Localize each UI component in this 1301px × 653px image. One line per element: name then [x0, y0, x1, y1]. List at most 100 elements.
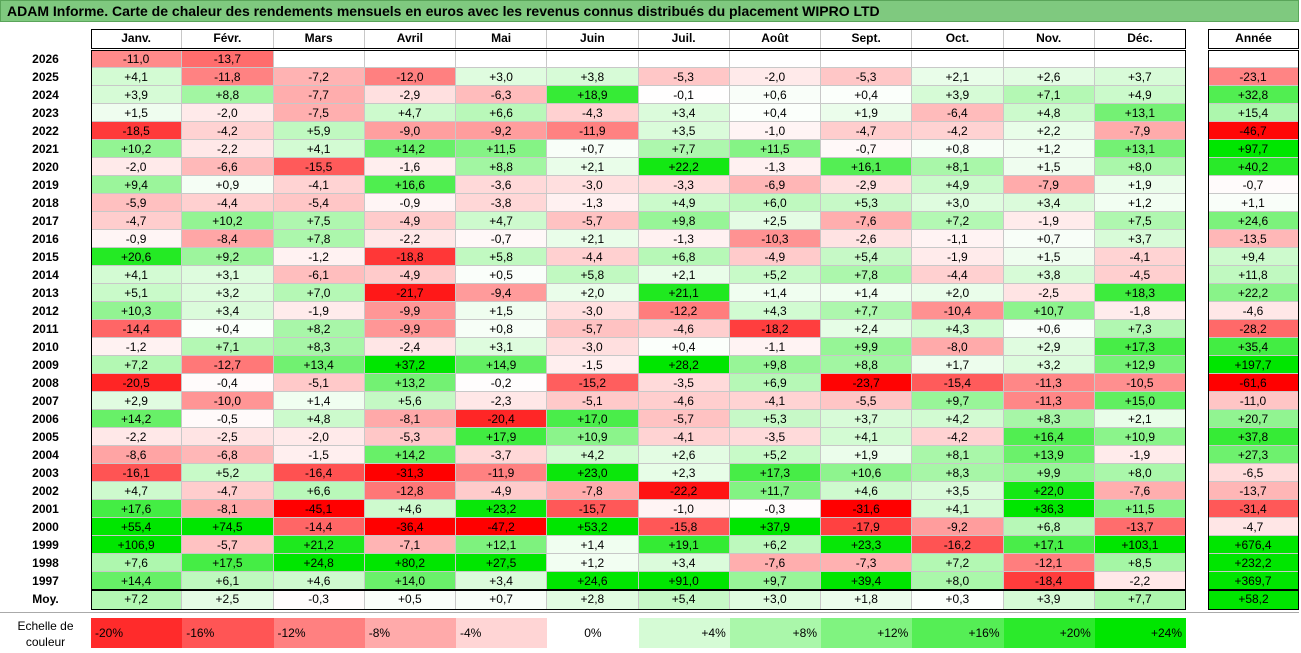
- heatmap-cell: +8,8: [821, 356, 913, 374]
- heatmap-cell: +4,7: [364, 104, 456, 122]
- heatmap-cell: -1,0: [638, 500, 730, 518]
- heatmap-cell: -4,6: [638, 320, 730, 338]
- heatmap-cell: +8,3: [273, 338, 365, 356]
- year-total-cell: [1208, 50, 1299, 68]
- heatmap-cell: +0,4: [638, 338, 730, 356]
- heatmap-cell: +8,1: [912, 158, 1004, 176]
- heatmap-cell: -31,3: [364, 464, 456, 482]
- month-header: Janv.: [91, 29, 183, 49]
- heatmap-cell: +12,9: [1094, 356, 1186, 374]
- color-scale-swatch: 0%: [547, 618, 639, 648]
- heatmap-cell: +8,0: [1094, 464, 1186, 482]
- heatmap-cell: -3,5: [638, 374, 730, 392]
- heatmap-cell: +2,1: [638, 266, 730, 284]
- heatmap-cell: -0,5: [182, 410, 274, 428]
- year-total-cell: +27,3: [1208, 446, 1299, 464]
- heatmap-cell: +24,6: [547, 572, 639, 590]
- color-scale-label-line1: Echelle de: [17, 619, 74, 633]
- heatmap-cell: -4,9: [729, 248, 821, 266]
- heatmap-cell: -6,1: [273, 266, 365, 284]
- year-label: 2025: [0, 68, 91, 86]
- heatmap-cell: -23,7: [821, 374, 913, 392]
- heatmap-cell: -1,3: [638, 230, 730, 248]
- heatmap-cell: +10,3: [91, 302, 183, 320]
- heatmap-cell: -2,0: [91, 158, 183, 176]
- year-label: 2011: [0, 320, 91, 338]
- average-cell: +7,2: [91, 590, 183, 610]
- color-scale-label-line2: couleur: [25, 635, 66, 649]
- year-total-cell: +1,1: [1208, 194, 1299, 212]
- heatmap-cell: +7,5: [1094, 212, 1186, 230]
- heatmap-cell: -7,6: [821, 212, 913, 230]
- month-header: Nov.: [1003, 29, 1095, 49]
- year-label: 2017: [0, 212, 91, 230]
- heatmap-cell: -9,4: [456, 284, 548, 302]
- heatmap-cell: +28,2: [638, 356, 730, 374]
- heatmap-cell: -4,4: [912, 266, 1004, 284]
- heatmap-cell: -2,9: [364, 86, 456, 104]
- heatmap-cell: -5,7: [547, 212, 639, 230]
- heatmap-cell: -1,6: [364, 158, 456, 176]
- heatmap-cell: -0,1: [638, 86, 730, 104]
- heatmap-cell: +11,7: [729, 482, 821, 500]
- year-total-cell: -61,6: [1208, 374, 1299, 392]
- heatmap-cell: +13,9: [1003, 446, 1095, 464]
- heatmap-cell: +3,5: [912, 482, 1004, 500]
- heatmap-cell: -1,5: [547, 356, 639, 374]
- heatmap-cell: +1,5: [1003, 248, 1095, 266]
- average-cell: +3,0: [729, 590, 821, 610]
- year-total-cell: -11,0: [1208, 392, 1299, 410]
- heatmap-cell: +3,0: [456, 68, 548, 86]
- heatmap-cell: +3,4: [638, 554, 730, 572]
- heatmap-cell: +17,3: [729, 464, 821, 482]
- heatmap-cell: -12,8: [364, 482, 456, 500]
- heatmap-cell: -4,1: [729, 392, 821, 410]
- heatmap-cell: +0,6: [1003, 320, 1095, 338]
- heatmap-cell: +8,3: [912, 464, 1004, 482]
- heatmap-cell: -2,0: [729, 68, 821, 86]
- heatmap-cell: +11,5: [1094, 500, 1186, 518]
- year-total-header: Année: [1208, 29, 1299, 49]
- heatmap-cell: +7,5: [273, 212, 365, 230]
- month-header: Mai: [456, 29, 548, 49]
- heatmap-cell: +6,0: [729, 194, 821, 212]
- heatmap-cell: +12,1: [456, 536, 548, 554]
- heatmap-cell: -5,7: [547, 320, 639, 338]
- heatmap-cell: +8,3: [1003, 410, 1095, 428]
- year-label: 2015: [0, 248, 91, 266]
- heatmap-cell: +4,2: [547, 446, 639, 464]
- heatmap-cell: +7,8: [821, 266, 913, 284]
- year-total-cell: -13,7: [1208, 482, 1299, 500]
- heatmap-cell: +6,1: [182, 572, 274, 590]
- heatmap-cell: +3,1: [456, 338, 548, 356]
- heatmap-cell: +16,6: [364, 176, 456, 194]
- heatmap-cell: +39,4: [821, 572, 913, 590]
- heatmap-cell: +7,2: [912, 212, 1004, 230]
- heatmap-cell: +1,5: [1003, 158, 1095, 176]
- heatmap-cell: -13,7: [1094, 518, 1186, 536]
- heatmap-cell: -2,9: [821, 176, 913, 194]
- heatmap-cell: -2,5: [1003, 284, 1095, 302]
- heatmap-cell: +24,8: [273, 554, 365, 572]
- year-total-cell: +9,4: [1208, 248, 1299, 266]
- color-scale-swatch: -12%: [273, 618, 365, 648]
- heatmap-cell: -0,7: [456, 230, 548, 248]
- heatmap-cell: +4,6: [364, 500, 456, 518]
- heatmap-cell: -9,2: [456, 122, 548, 140]
- year-total-cell: -23,1: [1208, 68, 1299, 86]
- heatmap-cell: +3,2: [182, 284, 274, 302]
- heatmap-cell: [273, 50, 365, 68]
- heatmap-cell: +27,5: [456, 554, 548, 572]
- heatmap-cell: -4,4: [547, 248, 639, 266]
- year-total-cell: -31,4: [1208, 500, 1299, 518]
- year-label: 2021: [0, 140, 91, 158]
- year-total-cell: -6,5: [1208, 464, 1299, 482]
- heatmap-cell: -8,1: [182, 500, 274, 518]
- heatmap-cell: -0,7: [821, 140, 913, 158]
- heatmap-cell: +11,5: [456, 140, 548, 158]
- color-scale-swatch: -8%: [364, 618, 456, 648]
- heatmap-cell: +6,6: [273, 482, 365, 500]
- heatmap-cell: +36,3: [1003, 500, 1095, 518]
- heatmap-cell: +7,3: [1094, 320, 1186, 338]
- heatmap-cell: -7,8: [547, 482, 639, 500]
